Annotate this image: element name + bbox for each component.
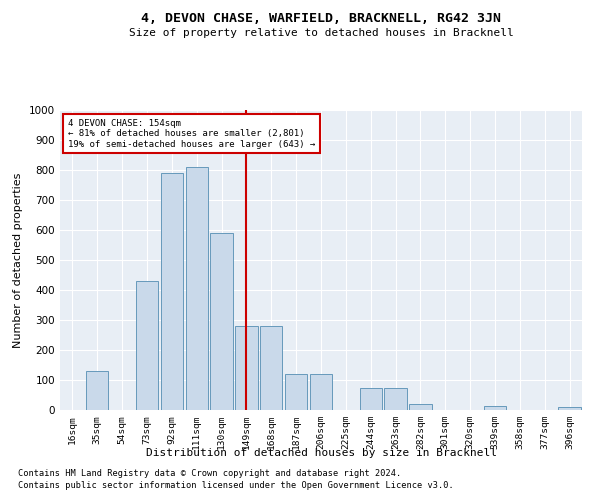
Text: Contains HM Land Registry data © Crown copyright and database right 2024.: Contains HM Land Registry data © Crown c… (18, 468, 401, 477)
Text: Size of property relative to detached houses in Bracknell: Size of property relative to detached ho… (128, 28, 514, 38)
Bar (359, 388, 382, 410)
Y-axis label: Number of detached properties: Number of detached properties (13, 172, 23, 348)
Bar (260, 326, 283, 410)
Bar (185, 167, 208, 410)
Text: Contains public sector information licensed under the Open Government Licence v3: Contains public sector information licen… (18, 481, 454, 490)
Bar (385, 388, 407, 410)
Bar (161, 173, 183, 410)
Bar (310, 374, 332, 410)
Bar (559, 407, 581, 410)
Bar (235, 326, 257, 410)
Text: 4 DEVON CHASE: 154sqm
← 81% of detached houses are smaller (2,801)
19% of semi-d: 4 DEVON CHASE: 154sqm ← 81% of detached … (68, 119, 315, 149)
Bar (285, 374, 307, 410)
Bar (136, 281, 158, 410)
Bar (211, 233, 233, 410)
Bar (86, 371, 109, 410)
Text: Distribution of detached houses by size in Bracknell: Distribution of detached houses by size … (146, 448, 497, 458)
Bar (409, 404, 431, 410)
Text: 4, DEVON CHASE, WARFIELD, BRACKNELL, RG42 3JN: 4, DEVON CHASE, WARFIELD, BRACKNELL, RG4… (141, 12, 501, 26)
Bar (484, 406, 506, 410)
